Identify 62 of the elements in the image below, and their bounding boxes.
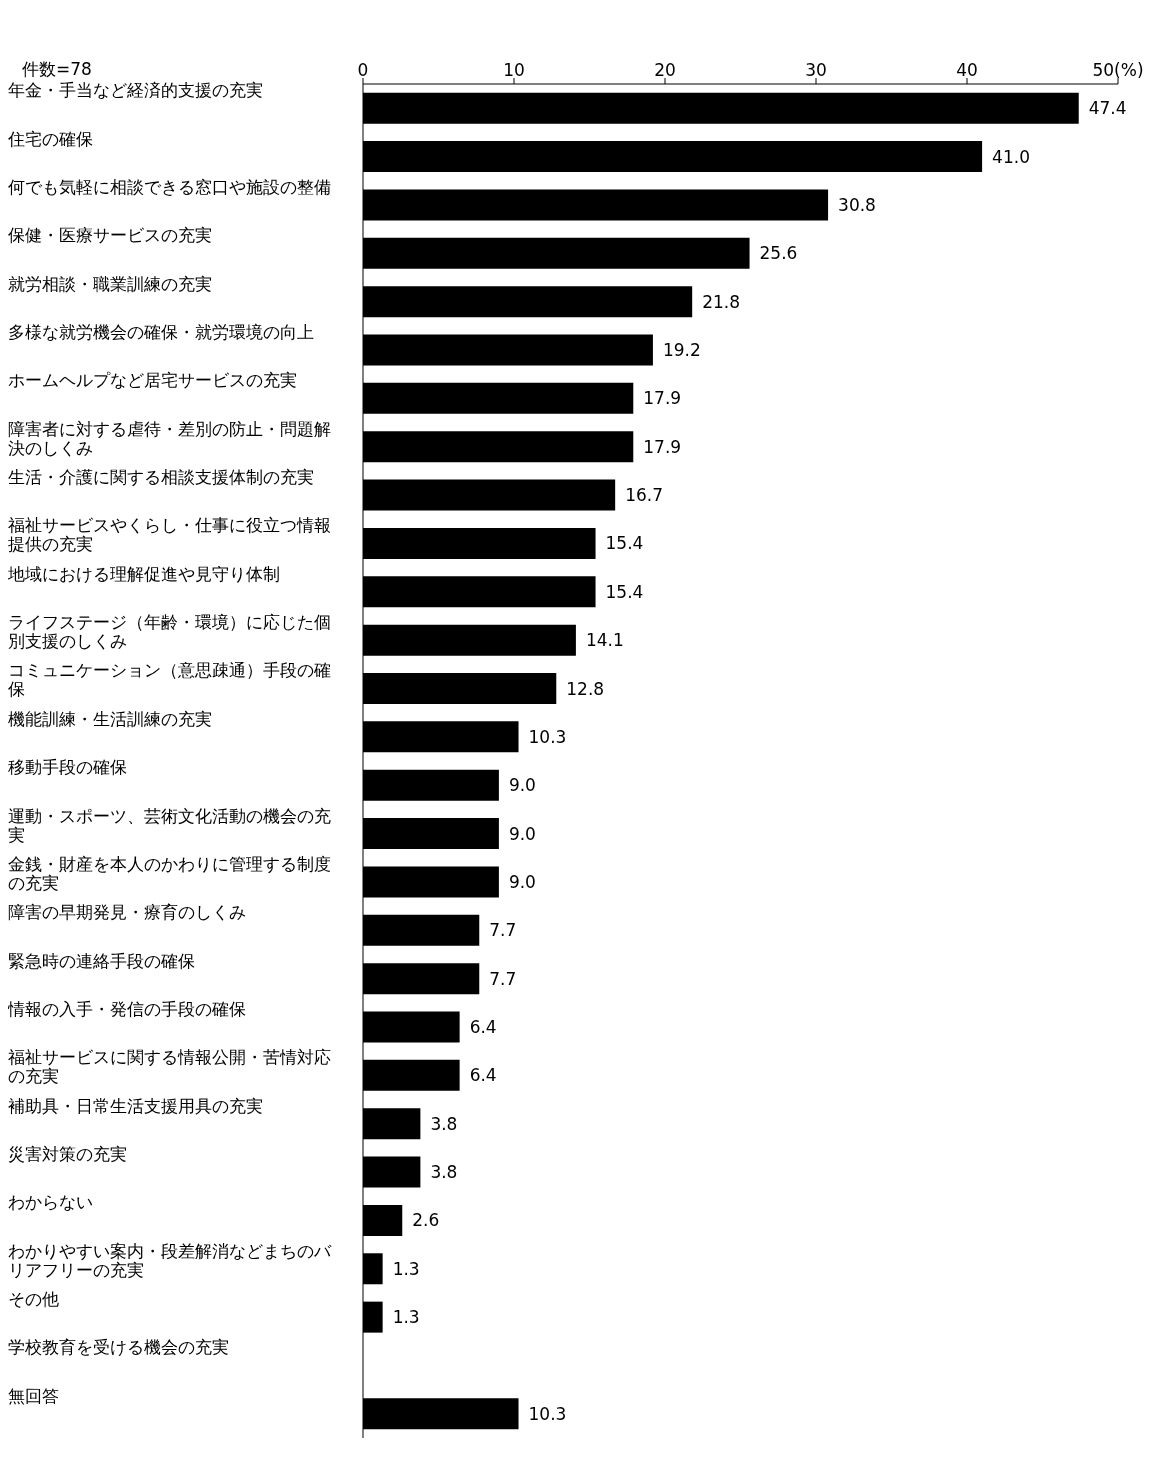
data-label: 1.3 [392, 1307, 420, 1328]
data-label: 9.0 [508, 775, 536, 796]
data-label: 41.0 [992, 146, 1030, 167]
data-label: 15.4 [605, 581, 644, 602]
x-tick-label: 20 [654, 60, 676, 80]
y-tick-label: 福祉サービスやくらし・仕事に役立つ情報提供の充実 [8, 515, 331, 555]
y-tick-label: 福祉サービスに関する情報公開・苦情対応の充実 [8, 1047, 331, 1087]
x-tick-label: 40 [956, 60, 978, 80]
y-tick-label: わかりやすい案内・段差解消などまちのバリアフリーの充実 [8, 1240, 332, 1280]
x-tick-label: 50(%) [1092, 60, 1144, 80]
y-tick-label: 住宅の確保 [7, 128, 93, 149]
data-label: 12.8 [566, 678, 605, 699]
y-tick-label: 機能訓練・生活訓練の充実 [8, 708, 212, 729]
y-tick-label: 緊急時の連絡手段の確保 [8, 950, 195, 971]
data-label: 9.0 [508, 823, 536, 844]
y-tick-label: わからない [8, 1192, 93, 1213]
data-label: 7.7 [489, 968, 517, 989]
y-tick-label: 災害対策の充実 [8, 1144, 127, 1165]
y-tick-label: 障害者に対する虐待・差別の防止・問題解決のしくみ [8, 418, 331, 458]
data-label: 3.8 [430, 1113, 458, 1134]
y-tick-label: 多様な就労機会の確保・就労環境の向上 [8, 321, 314, 342]
y-tick-label: 保健・医療サービスの充実 [8, 225, 212, 246]
data-label: 47.4 [1088, 98, 1127, 119]
data-label: 7.7 [489, 920, 517, 941]
data-label: 2.6 [412, 1210, 440, 1231]
data-label: 17.9 [643, 388, 682, 409]
y-tick-label: 学校教育を受ける機会の充実 [8, 1337, 229, 1358]
x-tick-label: 30 [805, 60, 827, 80]
y-tick-label: ライフステージ（年齢・環境）に応じた個別支援のしくみ [8, 612, 331, 652]
y-tick-label: 金銭・財産を本人のかわりに管理する制度の充実 [8, 853, 331, 893]
y-tick-label: 年金・手当など経済的支援の充実 [8, 80, 263, 101]
data-label: 3.8 [430, 1162, 458, 1183]
data-label: 30.8 [838, 194, 876, 215]
data-label: 19.2 [662, 340, 701, 361]
y-tick-label: 情報の入手・発信の手段の確保 [7, 998, 246, 1019]
y-tick-label: 補助具・日常生活支援用具の充実 [8, 1095, 263, 1116]
y-tick-label: 生活・介護に関する相談支援体制の充実 [8, 467, 314, 488]
y-tick-label: ホームヘルプなど居宅サービスの充実 [8, 370, 297, 391]
y-tick-label: 就労相談・職業訓練の充実 [8, 273, 212, 294]
data-label: 9.0 [508, 871, 536, 892]
x-tick-label: 10 [503, 60, 525, 80]
x-tick-label: 0 [357, 60, 369, 80]
data-label: 1.3 [392, 1258, 420, 1279]
data-label: 6.4 [469, 1065, 497, 1086]
y-tick-label: 無回答 [8, 1385, 59, 1406]
y-tick-label: その他 [8, 1289, 59, 1310]
data-label: 6.4 [469, 1017, 497, 1038]
data-label: 10.3 [528, 1403, 567, 1424]
data-label: 17.9 [643, 436, 682, 457]
y-tick-label: 運動・スポーツ、芸術文化活動の機会の充実 [8, 805, 331, 845]
y-tick-label: 移動手段の確保 [8, 757, 127, 778]
data-label: 16.7 [625, 485, 664, 506]
data-label: 15.4 [605, 533, 644, 554]
y-tick-label: 障害の早期発見・療育のしくみ [8, 902, 246, 923]
data-label: 21.8 [702, 291, 741, 312]
data-label: 14.1 [585, 630, 624, 651]
y-tick-label: 何でも気軽に相談できる窓口や施設の整備 [8, 176, 331, 197]
data-label: 10.3 [528, 726, 567, 747]
text: 件数=78 [22, 58, 92, 81]
data-label: 25.6 [759, 243, 798, 264]
y-tick-label: 地域における理解促進や見守り体制 [7, 563, 280, 584]
y-tick-label: コミュニケーション（意思疎通）手段の確保 [8, 660, 331, 700]
